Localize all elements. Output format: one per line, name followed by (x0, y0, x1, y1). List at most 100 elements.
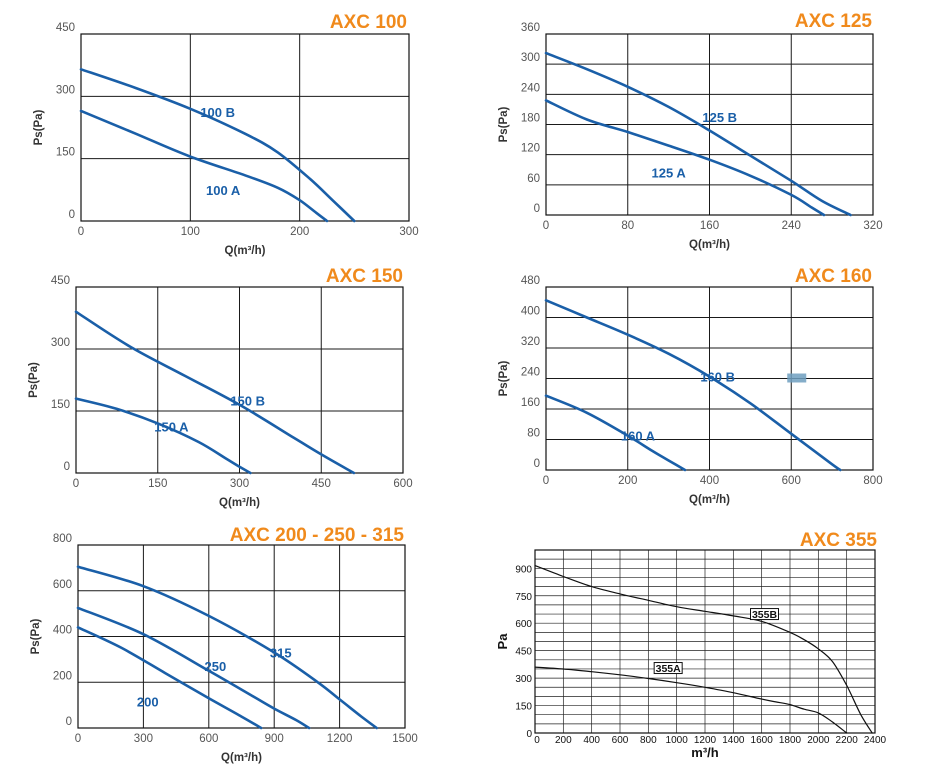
series-line-160-b (544, 299, 842, 472)
x-tick-label: 1500 (392, 733, 418, 745)
x-tick-label: 600 (612, 735, 629, 746)
x-tick-label: 450 (312, 478, 331, 490)
x-tick-label: 160 (700, 220, 719, 232)
y-tick-label: 600 (515, 619, 532, 630)
series-label: 100 B (200, 105, 235, 120)
y-tick-label: 80 (527, 428, 540, 440)
x-tick-label: 900 (265, 733, 284, 745)
series-line-150-b (74, 310, 356, 475)
y-tick-label: 150 (51, 399, 70, 411)
x-tick-label: 320 (863, 220, 882, 232)
series-line-125-a (544, 99, 826, 217)
x-tick-label: 600 (393, 478, 412, 490)
series-label-box (750, 608, 779, 621)
series-line-160-a (544, 394, 687, 472)
chart-axc200: AXC 200 - 250 - 315 0 300 600 900 1200 1500 0 20… (30, 525, 418, 764)
y-tick-label: 450 (51, 275, 70, 287)
series-line-200 (76, 626, 263, 730)
series-label: 315 (270, 646, 292, 661)
y-axis-label: Ps(Pa) (33, 109, 45, 145)
x-axis-label: Q(m³/h) (689, 494, 730, 506)
plot-frame (75, 286, 404, 474)
x-axis-label: Q(m³/h) (225, 245, 266, 257)
x-tick-label: 0 (543, 475, 549, 487)
x-tick-label: 800 (863, 475, 882, 487)
x-tick-label: 0 (534, 735, 540, 746)
series-label: 250 (204, 659, 226, 674)
y-tick-label: 750 (515, 592, 532, 603)
y-tick-label: 150 (515, 702, 532, 713)
x-tick-label: 400 (583, 735, 600, 746)
chart-axc150: AXC 150 0 150 300 450 600 0 150 300 450 Q(m³/h) Ps(… (28, 266, 413, 509)
y-tick-label: 240 (521, 367, 540, 379)
x-tick-label: 100 (181, 226, 200, 238)
y-tick-label: 180 (521, 113, 540, 125)
x-tick-label: 800 (640, 735, 657, 746)
y-tick-label: 60 (527, 173, 540, 185)
y-axis-label: Pa (495, 633, 510, 650)
x-tick-label: 1200 (694, 735, 717, 746)
series-label: 355B (752, 609, 778, 621)
x-tick-label: 600 (782, 475, 801, 487)
x-tick-label: 300 (230, 478, 249, 490)
chart-title: AXC 100 (330, 12, 407, 33)
y-tick-label: 160 (521, 397, 540, 409)
y-tick-label: 450 (56, 22, 75, 34)
series-label: 150 A (154, 420, 189, 435)
x-tick-label: 0 (78, 226, 84, 238)
y-tick-label: 360 (521, 22, 540, 34)
y-tick-label: 0 (526, 729, 532, 740)
x-tick-label: 2200 (836, 735, 859, 746)
series-line-355a (534, 666, 848, 734)
plot-frame (77, 544, 406, 729)
x-tick-label: 80 (621, 220, 634, 232)
y-tick-label: 480 (521, 275, 540, 287)
chart-axc160: AXC 160 0 200 400 600 800 0 80 160 240 320 400 480 Q(… (498, 266, 883, 506)
x-tick-label: 1600 (751, 735, 774, 746)
chart-axc100: AXC 100 0 100 200 300 0 150 300 450 Q(m³/h) Ps(Pa)… (33, 12, 419, 257)
x-tick-label: 300 (399, 226, 418, 238)
x-tick-label: 1400 (722, 735, 745, 746)
x-tick-label: 300 (134, 733, 153, 745)
y-tick-label: 200 (53, 670, 72, 682)
chart-title: AXC 355 (800, 530, 878, 551)
x-tick-label: 0 (73, 478, 79, 490)
y-tick-label: 150 (56, 147, 75, 159)
plot-frame (80, 33, 410, 222)
y-tick-label: 600 (53, 579, 72, 591)
series-label: 125 B (702, 110, 737, 125)
y-tick-label: 400 (53, 625, 72, 637)
x-tick-label: 200 (555, 735, 572, 746)
chart-title: AXC 160 (795, 266, 872, 287)
x-tick-label: 0 (75, 733, 81, 745)
series-label: 125 A (652, 165, 687, 180)
y-tick-label: 0 (534, 203, 540, 215)
series-label: 200 (137, 695, 159, 710)
y-tick-label: 300 (56, 84, 75, 96)
x-axis-label: Q(m³/h) (219, 497, 260, 509)
series-line-150-a (74, 397, 252, 475)
chart-title: AXC 200 - 250 - 315 (230, 525, 405, 546)
y-axis-label: Ps(Pa) (28, 362, 40, 398)
x-tick-label: 600 (199, 733, 218, 745)
x-tick-label: 400 (700, 475, 719, 487)
y-tick-label: 300 (515, 674, 532, 685)
y-tick-label: 450 (515, 647, 532, 658)
x-axis-label: m³/h (691, 745, 719, 760)
chart-title: AXC 150 (326, 266, 403, 287)
plot-frame (545, 286, 874, 471)
series-line-315 (76, 565, 378, 730)
chart-axc355: AXC 355 0 200 400 600 800 1000 1200 1400 1600 1800… (495, 530, 887, 760)
x-tick-label: 2400 (864, 735, 887, 746)
x-tick-label: 200 (618, 475, 637, 487)
x-tick-label: 2000 (807, 735, 830, 746)
series-line-125-b (544, 51, 852, 217)
x-tick-label: 1800 (779, 735, 802, 746)
y-tick-label: 120 (521, 143, 540, 155)
series-label-box (653, 662, 683, 675)
plot-frame (545, 33, 874, 216)
y-axis-label: Ps(Pa) (498, 106, 510, 142)
x-axis-label: Q(m³/h) (221, 752, 262, 764)
y-tick-label: 900 (515, 564, 532, 575)
x-tick-label: 1000 (666, 735, 689, 746)
